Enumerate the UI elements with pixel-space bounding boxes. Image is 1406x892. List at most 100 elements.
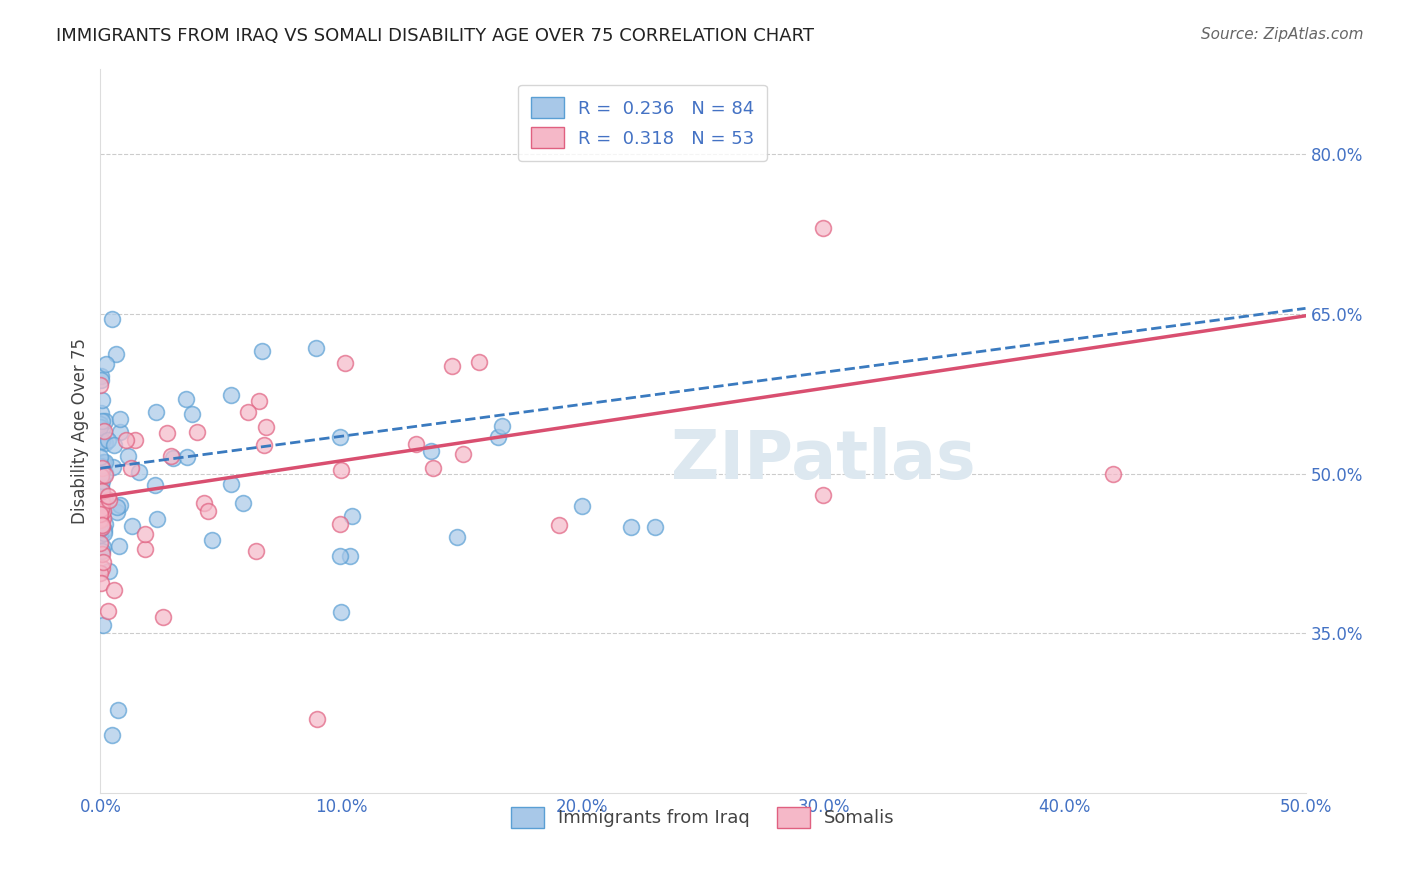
Point (89, 482, 111, 496)
Point (422, 461, 444, 475)
Point (548, 517, 571, 532)
Point (176, 450, 198, 465)
Point (91, 434, 114, 448)
Point (90, 479, 112, 493)
Point (197, 504, 219, 518)
Point (491, 419, 513, 434)
Point (155, 426, 177, 441)
Point (174, 392, 197, 406)
Text: ZIPatlas: ZIPatlas (671, 427, 976, 493)
Point (245, 544, 267, 558)
Point (97, 493, 120, 508)
Point (90, 432, 112, 446)
Point (91, 458, 114, 473)
Point (329, 463, 352, 477)
Point (91, 510, 114, 524)
Point (145, 405, 167, 419)
Point (180, 407, 202, 421)
Point (330, 605, 353, 619)
Point (90, 496, 112, 510)
Point (247, 394, 270, 409)
Point (121, 519, 143, 533)
Point (91, 504, 114, 518)
Point (93, 517, 115, 532)
Point (134, 526, 156, 541)
Point (94, 415, 117, 429)
Point (193, 496, 215, 510)
Point (236, 405, 259, 419)
Point (108, 412, 131, 426)
Point (89, 417, 111, 431)
Point (115, 433, 138, 447)
Point (89, 517, 111, 532)
Point (89, 566, 111, 580)
Point (91, 540, 114, 554)
Point (134, 541, 156, 556)
Point (219, 477, 242, 491)
Point (124, 433, 146, 447)
Point (91, 496, 114, 510)
Point (342, 509, 364, 524)
Point (90, 576, 112, 591)
Point (571, 499, 593, 513)
Point (405, 436, 427, 450)
Point (91, 517, 114, 532)
Point (90, 544, 112, 558)
Point (91, 496, 114, 510)
Point (103, 438, 125, 452)
Point (90, 374, 112, 388)
Point (186, 425, 208, 439)
Point (91, 422, 114, 436)
Point (219, 388, 242, 402)
Point (108, 425, 131, 439)
Point (250, 343, 273, 358)
Point (120, 461, 142, 475)
Point (91, 618, 114, 632)
Point (488, 430, 510, 444)
Point (105, 500, 128, 515)
Legend: Immigrants from Iraq, Somalis: Immigrants from Iraq, Somalis (503, 800, 901, 835)
Point (90, 405, 112, 419)
Point (451, 446, 474, 460)
Point (89, 536, 111, 550)
Point (91, 454, 114, 468)
Point (329, 430, 352, 444)
Point (94, 468, 117, 483)
Point (232, 496, 254, 510)
Point (105, 505, 128, 519)
Point (94, 357, 117, 371)
Point (97, 434, 120, 448)
Point (90, 460, 112, 475)
Point (90, 519, 112, 533)
Point (104, 347, 127, 361)
Point (254, 420, 277, 434)
Point (91, 561, 114, 575)
Point (103, 583, 125, 598)
Text: IMMIGRANTS FROM IRAQ VS SOMALI DISABILITY AGE OVER 75 CORRELATION CHART: IMMIGRANTS FROM IRAQ VS SOMALI DISABILIT… (56, 27, 814, 45)
Point (91, 555, 114, 569)
Point (89, 501, 111, 516)
Point (90, 502, 112, 516)
Point (110, 498, 132, 512)
Point (107, 703, 129, 717)
Point (307, 712, 329, 726)
Point (89, 527, 111, 541)
Point (101, 460, 124, 475)
Point (94, 436, 117, 450)
Point (128, 466, 150, 480)
Point (97, 490, 120, 504)
Point (89, 377, 111, 392)
Point (201, 533, 224, 547)
Point (813, 221, 835, 235)
Point (162, 450, 184, 465)
Point (89, 475, 111, 489)
Point (339, 549, 361, 563)
Point (89, 513, 111, 527)
Point (91, 547, 114, 561)
Point (305, 341, 328, 355)
Point (101, 728, 124, 742)
Point (108, 539, 131, 553)
Point (446, 530, 468, 544)
Point (90, 465, 112, 479)
Point (94, 455, 117, 469)
